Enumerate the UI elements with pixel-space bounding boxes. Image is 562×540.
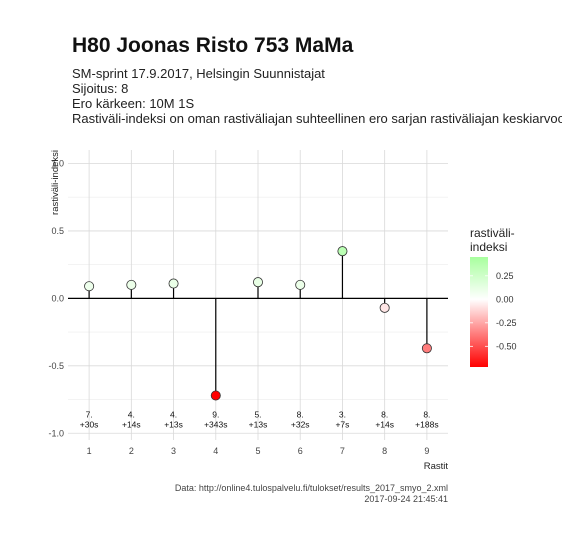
data-source-caption: Data: http://online4.tulospalvelu.fi/tul… bbox=[174, 483, 448, 493]
rank-label: 4. bbox=[128, 409, 135, 419]
y-tick-label: 0.0 bbox=[51, 293, 64, 303]
data-marks: 7.+30s4.+14s4.+13s9.+343s5.+13s8.+32s3.+… bbox=[80, 246, 439, 429]
subtitle-line-3: Ero kärkeen: 10M 1S bbox=[72, 96, 195, 111]
x-axis-title: Rastit bbox=[424, 461, 449, 472]
time-diff-label: +14s bbox=[375, 419, 394, 429]
lollipop-point bbox=[84, 281, 95, 292]
y-tick-label: 0.5 bbox=[51, 226, 64, 236]
y-tick-label: 1.0 bbox=[51, 158, 64, 168]
rank-label: 7. bbox=[86, 409, 93, 419]
subtitle-line-1: SM-sprint 17.9.2017, Helsingin Suunnista… bbox=[72, 66, 325, 81]
x-tick-label: 7 bbox=[340, 446, 345, 456]
y-tick-label: -1.0 bbox=[48, 428, 64, 438]
rank-label: 9. bbox=[212, 409, 219, 419]
x-tick-label: 4 bbox=[213, 446, 218, 456]
legend-tick-label: 0.00 bbox=[496, 294, 514, 304]
legend-tick-label: -0.25 bbox=[496, 318, 517, 328]
x-tick-label: 2 bbox=[129, 446, 134, 456]
x-tick-label: 9 bbox=[424, 446, 429, 456]
legend-tick-label: -0.50 bbox=[496, 341, 517, 351]
rank-label: 3. bbox=[339, 409, 346, 419]
legend-title-line-1: rastiväli- bbox=[470, 226, 515, 240]
time-diff-label: +7s bbox=[335, 419, 349, 429]
rank-label: 8. bbox=[423, 409, 430, 419]
legend-colorbar bbox=[470, 257, 488, 367]
lollipop-point bbox=[379, 302, 390, 313]
time-diff-label: +188s bbox=[415, 419, 438, 429]
legend-tick-label: 0.25 bbox=[496, 271, 514, 281]
lollipop-point bbox=[210, 390, 221, 401]
x-tick-label: 6 bbox=[298, 446, 303, 456]
time-diff-label: +13s bbox=[164, 419, 183, 429]
time-diff-label: +32s bbox=[291, 419, 310, 429]
time-diff-label: +13s bbox=[249, 419, 268, 429]
time-diff-label: +14s bbox=[122, 419, 141, 429]
lollipop-point bbox=[252, 277, 263, 288]
y-axis-title: rastiväli-indeksi bbox=[50, 150, 61, 215]
x-tick-label: 3 bbox=[171, 446, 176, 456]
rank-label: 8. bbox=[381, 409, 388, 419]
rank-label: 4. bbox=[170, 409, 177, 419]
lollipop-point bbox=[126, 279, 137, 290]
legend-title-line-2: indeksi bbox=[470, 240, 507, 254]
time-diff-label: +30s bbox=[80, 419, 99, 429]
subtitle-line-4: Rastiväli-indeksi on oman rastiväliajan … bbox=[72, 111, 562, 126]
x-tick-label: 8 bbox=[382, 446, 387, 456]
lollipop-point bbox=[421, 343, 432, 354]
x-tick-label: 1 bbox=[87, 446, 92, 456]
legend: rastiväli-indeksi 0.25 0.00 -0.25 -0.50 bbox=[470, 226, 517, 367]
timestamp-caption: 2017-09-24 21:45:41 bbox=[364, 494, 448, 504]
rank-label: 5. bbox=[254, 409, 261, 419]
x-tick-label: 5 bbox=[255, 446, 260, 456]
rank-label: 8. bbox=[297, 409, 304, 419]
chart-title: H80 Joonas Risto 753 MaMa bbox=[72, 34, 354, 57]
axes: -1.0 -0.5 0.0 0.5 1.0 1 2 3 4 5 6 7 8 9 Rastit rastiväl… bbox=[48, 150, 448, 472]
subtitle-line-2: Sijoitus: 8 bbox=[72, 81, 129, 96]
time-diff-label: +343s bbox=[204, 419, 227, 429]
lollipop-point bbox=[168, 278, 179, 289]
y-tick-label: -0.5 bbox=[48, 361, 64, 371]
lollipop-point bbox=[295, 279, 306, 290]
lollipop-point bbox=[337, 246, 348, 257]
